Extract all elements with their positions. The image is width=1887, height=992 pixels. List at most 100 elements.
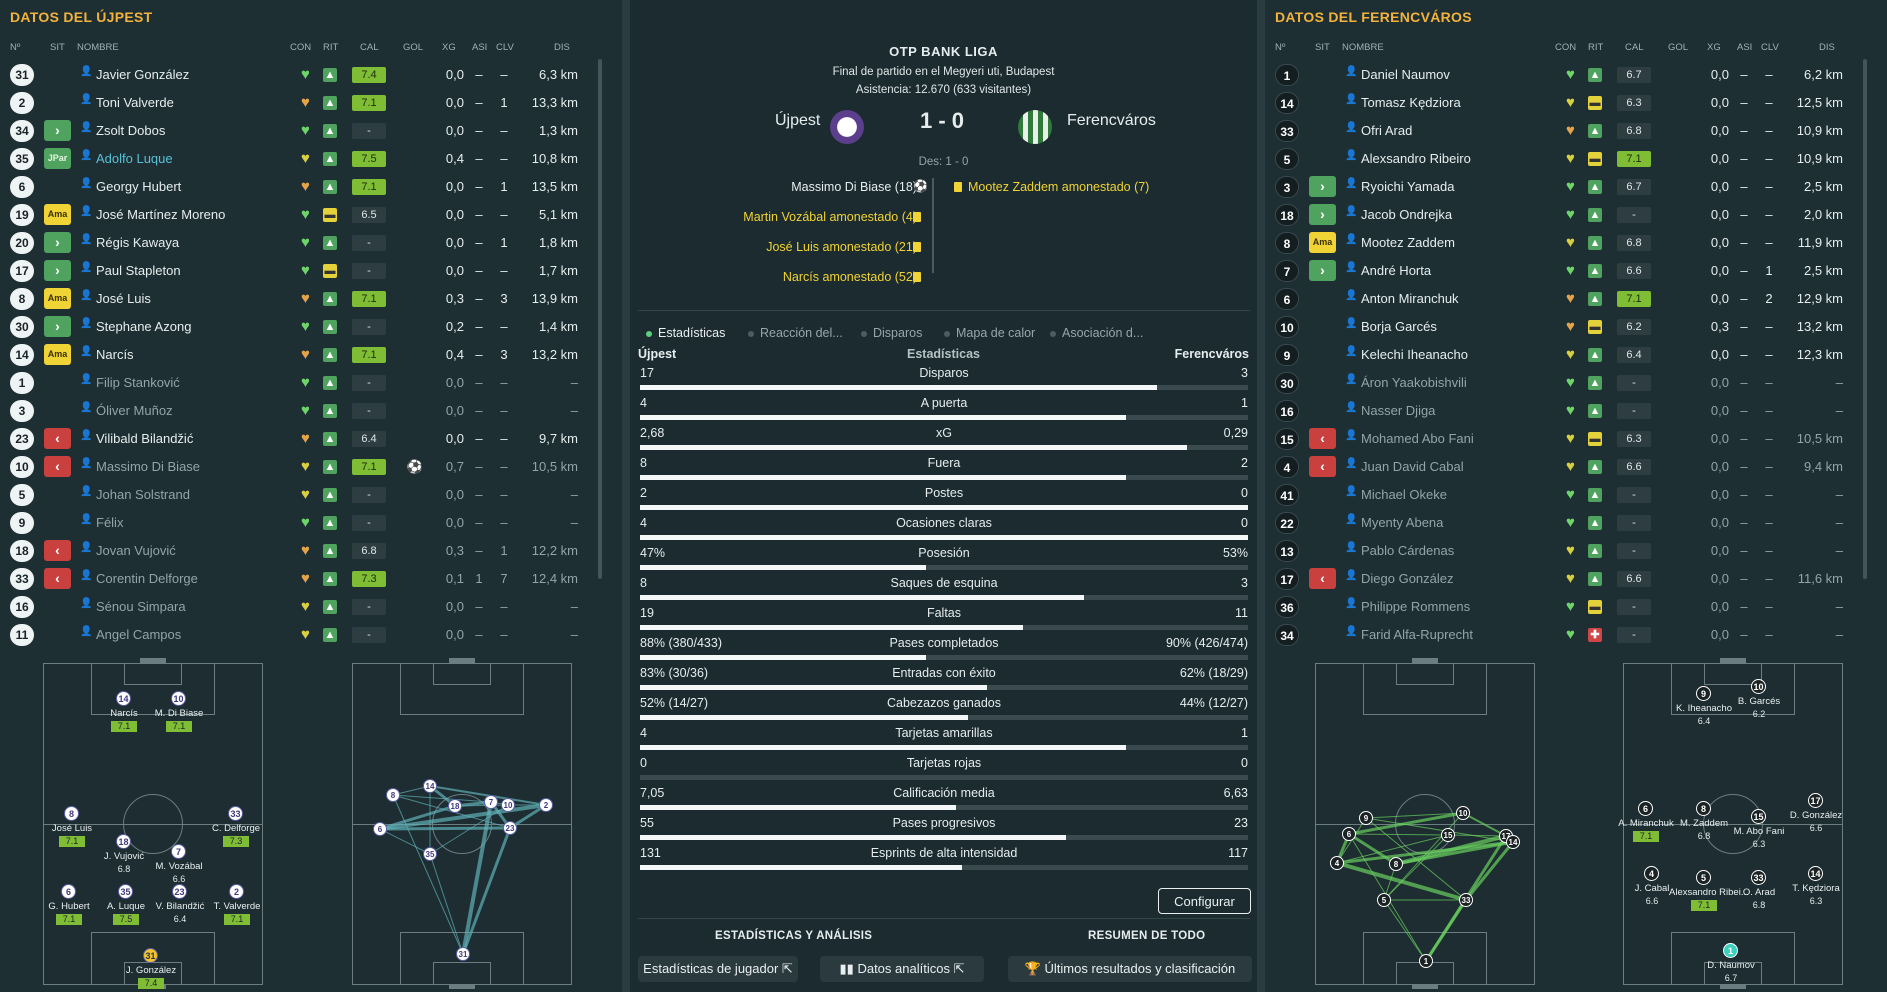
player-marker[interactable]: 10: [1751, 679, 1766, 694]
table-row[interactable]: 1 👤 Daniel Naumov ♥ ▲ 6.7 0,0– –6,2 km: [1265, 61, 1865, 89]
player-marker[interactable]: 8: [1696, 801, 1711, 816]
table-row[interactable]: 10 ‹ 👤 Massimo Di Biase ♥ ▲ 7.1 ⚽ 0,7– –10,5 km: [0, 453, 600, 481]
table-row[interactable]: 14 Ama 👤 Narcís ♥ ▲ 7.1 0,4– 3 13,2 km: [0, 341, 600, 369]
tab-0[interactable]: Estadísticas: [658, 326, 726, 340]
table-row[interactable]: 3 › 👤 Ryoichi Yamada ♥ ▲ 6.7 0,0– –2,5 km: [1265, 173, 1865, 201]
pass-node[interactable]: 7: [484, 795, 498, 809]
pass-node[interactable]: 23: [503, 821, 517, 835]
player-marker[interactable]: 15: [1751, 809, 1766, 824]
match-event[interactable]: José Luis amonestado (21): [766, 240, 917, 254]
table-row[interactable]: 16 👤 Nasser Djiga ♥ ▲ -0,0– – –: [1265, 397, 1865, 425]
player-name[interactable]: Ofri Arad: [1361, 123, 1413, 138]
tab-3[interactable]: Mapa de calor: [956, 326, 1036, 340]
player-marker[interactable]: 1: [1723, 943, 1738, 958]
home-team-name[interactable]: Újpest: [775, 112, 821, 129]
player-name[interactable]: Farid Alfa-Ruprecht: [1361, 627, 1473, 642]
col-dis[interactable]: DIS: [554, 42, 570, 53]
player-stats-button[interactable]: Estadísticas de jugador ⇱: [638, 956, 798, 982]
tab-1[interactable]: Reacción del...: [760, 326, 843, 340]
col-gol[interactable]: GOL: [1668, 42, 1689, 53]
pass-node[interactable]: 2: [539, 798, 553, 812]
col-clv[interactable]: CLV: [496, 42, 514, 53]
col-rit[interactable]: RIT: [323, 42, 339, 53]
player-name[interactable]: Georgy Hubert: [96, 179, 182, 194]
player-marker[interactable]: 35: [118, 884, 133, 899]
table-row[interactable]: 2 👤 Toni Valverde ♥ ▲ 7.1 0,0– 1 13,3 km: [0, 89, 600, 117]
table-row[interactable]: 22 👤 Myenty Abena ♥ ▲ -0,0– – –: [1265, 509, 1865, 537]
col-name[interactable]: NOMBRE: [1342, 42, 1384, 53]
player-marker[interactable]: 10: [171, 691, 186, 706]
col-num[interactable]: Nº: [10, 42, 21, 53]
table-row[interactable]: 14 👤 Tomasz Kędziora ♥ ▬ 6.3 0,0– –12,5 km: [1265, 89, 1865, 117]
table-row[interactable]: 35 JPar 👤 Adolfo Luque ♥ ▲ 7.5 0,4– –10,8 km: [0, 145, 600, 173]
col-cal[interactable]: CAL: [1625, 42, 1644, 53]
analytics-button[interactable]: ▮▮ Datos analíticos ⇱: [820, 956, 984, 982]
player-name[interactable]: Pablo Cárdenas: [1361, 543, 1455, 558]
col-rit[interactable]: RIT: [1588, 42, 1604, 53]
table-row[interactable]: 1 👤 Filip Stanković ♥ ▲ -0,0– – –: [0, 369, 600, 397]
player-name[interactable]: Kelechi Iheanacho: [1361, 347, 1468, 362]
player-name[interactable]: Vilibald Bilandžić: [96, 431, 194, 446]
player-name[interactable]: Nasser Djiga: [1361, 403, 1436, 418]
away-team-name[interactable]: Ferencváros: [1067, 112, 1156, 129]
player-name[interactable]: Áron Yaakobishvili: [1361, 375, 1467, 390]
table-row[interactable]: 23 ‹ 👤 Vilibald Bilandžić ♥ ▲ 6.4 0,0– –9,7 km: [0, 425, 600, 453]
table-row[interactable]: 18 › 👤 Jacob Ondrejka ♥ ▲ -0,0– –2,0 km: [1265, 201, 1865, 229]
player-name[interactable]: Juan David Cabal: [1361, 459, 1464, 474]
player-name[interactable]: Jovan Vujović: [96, 543, 176, 558]
pass-node[interactable]: 1: [1419, 954, 1433, 968]
col-num[interactable]: Nº: [1275, 42, 1286, 53]
tab-2[interactable]: Disparos: [873, 326, 923, 340]
player-marker[interactable]: 31: [143, 948, 158, 963]
player-name[interactable]: Sénou Simpara: [96, 599, 186, 614]
pass-node[interactable]: 35: [423, 847, 437, 861]
pass-node[interactable]: 18: [448, 799, 462, 813]
pass-node[interactable]: 10: [1456, 806, 1470, 820]
table-row[interactable]: 8 Ama 👤 José Luis ♥ ▲ 7.1 0,3– 3 13,9 km: [0, 285, 600, 313]
table-row[interactable]: 19 Ama 👤 José Martínez Moreno ♥ ▬ 6.5 0,0– –5,1 …: [0, 201, 600, 229]
table-row[interactable]: 6 👤 Georgy Hubert ♥ ▲ 7.1 0,0– 1 13,5 km: [0, 173, 600, 201]
pass-node[interactable]: 6: [373, 822, 387, 836]
player-marker[interactable]: 8: [64, 806, 79, 821]
player-marker[interactable]: 33: [1751, 870, 1766, 885]
player-name[interactable]: Óliver Muñoz: [96, 403, 173, 418]
col-asi[interactable]: ASI: [1737, 42, 1753, 53]
player-name[interactable]: Anton Miranchuk: [1361, 291, 1459, 306]
player-name[interactable]: Mootez Zaddem: [1361, 235, 1455, 250]
player-name[interactable]: Toni Valverde: [96, 95, 174, 110]
table-row[interactable]: 11 👤 Angel Campos ♥ ▲ -0,0– – –: [0, 621, 600, 649]
col-sit[interactable]: SIT: [50, 42, 65, 53]
col-xg[interactable]: XG: [442, 42, 456, 53]
table-row[interactable]: 34 👤 Farid Alfa-Ruprecht ♥ ✚ -0,0– – –: [1265, 621, 1865, 649]
player-name[interactable]: Daniel Naumov: [1361, 67, 1450, 82]
player-name[interactable]: Massimo Di Biase: [96, 459, 201, 474]
table-row[interactable]: 34 › 👤 Zsolt Dobos ♥ ▲ -0,0– –1,3 km: [0, 117, 600, 145]
player-name[interactable]: Narcís: [96, 347, 134, 362]
player-marker[interactable]: 14: [1808, 866, 1823, 881]
col-con[interactable]: CON: [290, 42, 312, 53]
table-row[interactable]: 30 › 👤 Stephane Azong ♥ ▲ -0,2– –1,4 km: [0, 313, 600, 341]
player-marker[interactable]: 4: [1644, 866, 1659, 881]
pass-node[interactable]: 9: [1359, 811, 1373, 825]
player-name[interactable]: Ryoichi Yamada: [1361, 179, 1455, 194]
pass-node[interactable]: 8: [1389, 857, 1403, 871]
player-name[interactable]: José Luis: [96, 291, 151, 306]
table-row[interactable]: 10 👤 Borja Garcés ♥ ▬ 6.2 0,3– –13,2 km: [1265, 313, 1865, 341]
col-name[interactable]: NOMBRE: [77, 42, 119, 53]
player-name[interactable]: Diego González: [1361, 571, 1454, 586]
table-row[interactable]: 30 👤 Áron Yaakobishvili ♥ ▲ -0,0– – –: [1265, 369, 1865, 397]
player-name[interactable]: Mohamed Abo Fani: [1361, 431, 1474, 446]
table-row[interactable]: 7 › 👤 André Horta ♥ ▲ 6.6 0,0– 1 2,5 km: [1265, 257, 1865, 285]
pass-node[interactable]: 33: [1459, 893, 1473, 907]
player-name[interactable]: André Horta: [1361, 263, 1432, 278]
tab-4[interactable]: Asociación d...: [1062, 326, 1144, 340]
player-marker[interactable]: 6: [61, 884, 76, 899]
table-row[interactable]: 36 👤 Philippe Rommens ♥ ▬ -0,0– – –: [1265, 593, 1865, 621]
home-crest-icon[interactable]: [830, 110, 864, 144]
table-row[interactable]: 33 ‹ 👤 Corentin Delforge ♥ ▲ 7.3 0,1 1 7 12,4 km: [0, 565, 600, 593]
match-event[interactable]: Mootez Zaddem amonestado (7): [968, 180, 1150, 194]
player-name[interactable]: Paul Stapleton: [96, 263, 181, 278]
player-name[interactable]: Alexsandro Ribeiro: [1361, 151, 1471, 166]
col-cal[interactable]: CAL: [360, 42, 379, 53]
col-gol[interactable]: GOL: [403, 42, 424, 53]
